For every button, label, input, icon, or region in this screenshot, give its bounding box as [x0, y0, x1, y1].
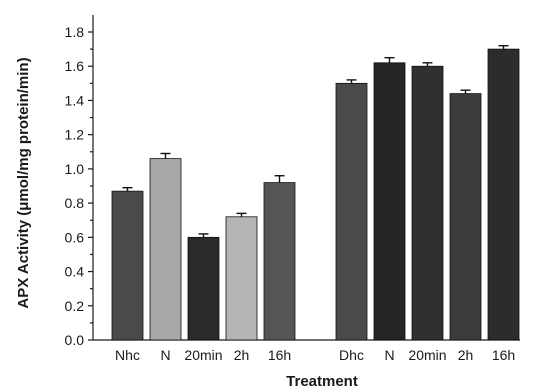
category-label: 16h	[268, 347, 291, 363]
category-label: 20min	[184, 347, 222, 363]
y-tick-label: 0.8	[65, 195, 85, 211]
category-label: N	[384, 347, 394, 363]
category-label: 2h	[234, 347, 250, 363]
category-label: 16h	[492, 347, 515, 363]
x-axis-title: Treatment	[286, 373, 358, 390]
bar	[149, 158, 182, 341]
bar	[411, 65, 444, 341]
bar	[335, 82, 368, 341]
category-label: Dhc	[339, 347, 364, 363]
category-label: Nhc	[115, 347, 140, 363]
y-tick-label: 0.6	[65, 229, 85, 245]
category-label: N	[160, 347, 170, 363]
bar	[111, 190, 144, 341]
y-tick-label: 0.0	[65, 332, 85, 348]
y-tick-label: 1.4	[65, 92, 85, 108]
y-axis-title: APX Activity (μmol/mg protein/min)	[15, 57, 32, 308]
bar	[225, 216, 258, 341]
y-tick-label: 0.2	[65, 298, 85, 314]
y-tick-label: 0.4	[65, 264, 85, 280]
bar	[187, 236, 220, 341]
bars: Nhc N 20min 2h 16h Dhc N 20min 2h 16h	[111, 44, 520, 363]
bar	[263, 182, 296, 341]
y-tick-label: 1.2	[65, 127, 85, 143]
bar	[487, 48, 520, 341]
y-tick-label: 1.8	[65, 24, 85, 40]
y-tick-label: 1.0	[65, 161, 85, 177]
category-label: 2h	[458, 347, 474, 363]
bar	[449, 93, 482, 341]
y-tick-label: 1.6	[65, 58, 85, 74]
category-label: 20min	[408, 347, 446, 363]
bar	[373, 62, 406, 341]
